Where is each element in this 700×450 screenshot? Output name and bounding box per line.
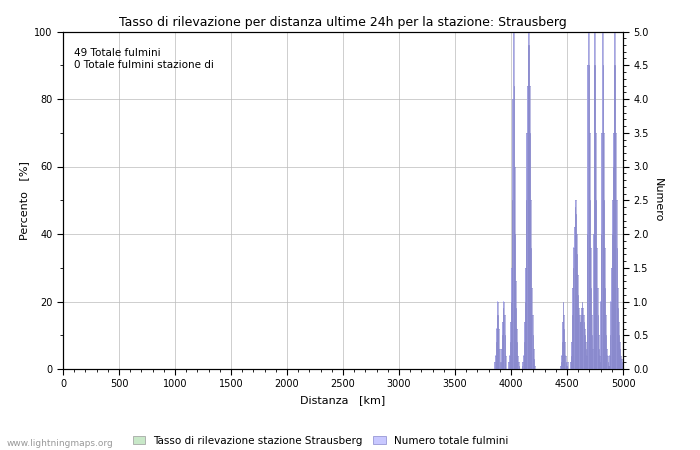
Legend: Tasso di rilevazione stazione Strausberg, Numero totale fulmini: Tasso di rilevazione stazione Strausberg…: [129, 432, 512, 450]
Title: Tasso di rilevazione per distanza ultime 24h per la stazione: Strausberg: Tasso di rilevazione per distanza ultime…: [119, 16, 567, 29]
Text: 49 Totale fulmini
0 Totale fulmini stazione di: 49 Totale fulmini 0 Totale fulmini stazi…: [74, 49, 214, 70]
Y-axis label: Numero: Numero: [653, 178, 663, 222]
Y-axis label: Percento   [%]: Percento [%]: [19, 161, 29, 240]
X-axis label: Distanza   [km]: Distanza [km]: [300, 395, 386, 405]
Text: www.lightningmaps.org: www.lightningmaps.org: [7, 439, 113, 448]
